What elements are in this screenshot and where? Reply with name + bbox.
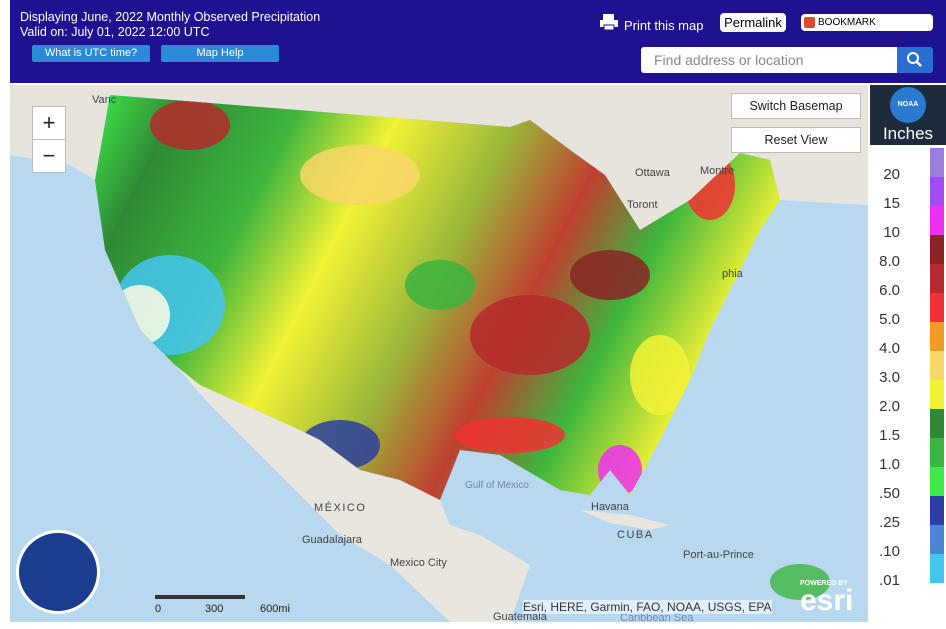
zoom-out[interactable]: −	[32, 139, 66, 173]
legend-swatch	[930, 554, 944, 583]
legend-label: 20	[883, 166, 900, 183]
legend-label: .25	[879, 514, 900, 531]
legend-swatch	[930, 525, 944, 554]
legend-label: 4.0	[879, 340, 900, 357]
place-label: Ottawa	[635, 167, 670, 179]
powered-by: POWERED BY	[800, 580, 848, 587]
place-label: Vanc	[92, 94, 117, 106]
place-label: Toront	[627, 199, 658, 211]
legend-label: 1.5	[879, 427, 900, 444]
search-input[interactable]: Find address or location	[641, 47, 897, 73]
map[interactable]	[10, 85, 868, 622]
zoom-in[interactable]: +	[32, 106, 66, 140]
legend-label: 2.0	[879, 398, 900, 415]
legend-swatch	[930, 148, 944, 177]
valid-time: Valid on: July 01, 2022 12:00 UTC	[20, 25, 210, 39]
legend-logo: NOAA	[890, 87, 926, 123]
search-button[interactable]	[897, 47, 933, 73]
place-label: Gulf of Mexico	[465, 480, 529, 491]
place-label: Caribbean Sea	[620, 612, 694, 624]
legend-swatch	[930, 438, 944, 467]
scale-label: 300	[205, 603, 224, 615]
title: Displaying June, 2022 Monthly Observed P…	[20, 10, 321, 24]
legend-swatch	[930, 293, 944, 322]
legend-title: Inches	[882, 124, 934, 143]
legend-label: 8.0	[879, 253, 900, 270]
utc-button[interactable]: What is UTC time?	[32, 45, 150, 62]
legend-label: 1.0	[879, 456, 900, 473]
legend-swatch	[930, 322, 944, 351]
legend-label: .10	[879, 543, 900, 560]
print-icon[interactable]	[599, 13, 619, 31]
legend-label: 3.0	[879, 369, 900, 386]
legend-swatch	[930, 380, 944, 409]
scale-label: 600mi	[260, 603, 290, 615]
bookmark-icon	[804, 17, 815, 28]
place-label: MÉXICO	[314, 502, 367, 514]
legend-label: 6.0	[879, 282, 900, 299]
scale-label: 0	[155, 603, 162, 615]
legend-swatch	[930, 409, 944, 438]
help-button[interactable]: Map Help	[161, 45, 279, 62]
place-label: Guatemala	[493, 611, 547, 623]
legend-swatch	[930, 206, 944, 235]
legend-label: .01	[879, 572, 900, 589]
legend-swatch	[930, 264, 944, 293]
legend-swatch	[930, 496, 944, 525]
place-label: CUBA	[617, 529, 654, 541]
legend-label: .50	[879, 485, 900, 502]
switch-basemap[interactable]: Switch Basemap	[731, 93, 861, 119]
legend-label: 15	[883, 195, 900, 212]
legend-swatch	[930, 177, 944, 206]
reset-view[interactable]: Reset View	[731, 127, 861, 153]
legend-swatch	[930, 351, 944, 380]
place-label: Mexico City	[390, 557, 447, 569]
place-label: phia	[722, 268, 743, 280]
place-label: Port-au-Prince	[683, 549, 754, 561]
attribution: Esri, HERE, Garmin, FAO, NOAA, USGS, EPA	[523, 600, 772, 614]
legend-label: 10	[883, 224, 900, 241]
print-link[interactable]: Print this map	[624, 18, 704, 33]
legend-label: 5.0	[879, 311, 900, 328]
place-label: Guadalajara	[302, 534, 362, 546]
permalink[interactable]: Permalink	[720, 13, 786, 32]
legend-swatch	[930, 235, 944, 264]
noaa-seal	[16, 530, 100, 614]
esri-logo: esri	[800, 584, 854, 617]
bookmark[interactable]: BOOKMARK	[801, 14, 933, 31]
place-label: Havana	[591, 501, 629, 513]
legend-swatch	[930, 467, 944, 496]
place-label: Montre	[700, 165, 735, 177]
